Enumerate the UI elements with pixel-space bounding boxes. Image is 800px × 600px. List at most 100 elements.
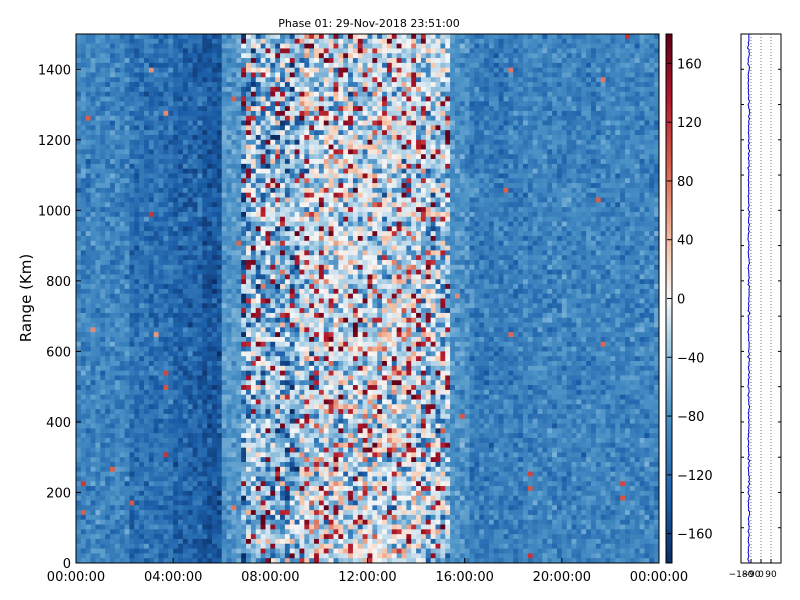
heatmap-cell (284, 231, 291, 237)
heatmap-cell (270, 385, 276, 391)
heatmap-cell (134, 365, 140, 372)
heatmap-cell (241, 187, 247, 194)
heatmap-cell (216, 548, 223, 554)
heatmap-cell (129, 260, 135, 266)
heatmap-cell (100, 558, 106, 564)
heatmap-cell (265, 356, 271, 362)
heatmap-cell (85, 558, 91, 564)
heatmap-cell (100, 327, 106, 333)
heatmap-cell (90, 332, 96, 338)
heatmap-cell (124, 221, 130, 227)
heatmap-cell (260, 514, 266, 521)
heatmap-cell (182, 168, 189, 174)
heatmap-cells (76, 34, 660, 564)
heatmap-cell (129, 173, 135, 179)
heatmap-cell (250, 245, 257, 251)
heatmap-cell (246, 332, 252, 338)
heatmap-cell (85, 101, 91, 107)
heatmap-cell (202, 308, 208, 314)
heatmap-cell (76, 524, 82, 530)
heatmap-cell (110, 58, 116, 64)
heatmap-cell (280, 245, 286, 251)
heatmap-cell (168, 361, 174, 367)
heatmap-cell (236, 178, 242, 184)
heatmap-cell (289, 385, 296, 391)
heatmap-cell (275, 365, 281, 372)
heatmap-cell (134, 447, 140, 453)
heatmap-cell (129, 226, 135, 232)
heatmap-cell (153, 38, 159, 45)
heatmap-cell (173, 471, 179, 477)
heatmap-cell (207, 53, 213, 59)
heatmap-cell (246, 53, 252, 59)
heatmap-cell (76, 510, 82, 516)
heatmap-cell (114, 423, 121, 429)
heatmap-cell (80, 500, 87, 506)
heatmap-cell (168, 192, 174, 198)
heatmap-cell (163, 336, 169, 343)
heatmap-cell (148, 486, 155, 492)
heatmap-cell (197, 260, 203, 266)
heatmap-cell (221, 356, 228, 362)
heatmap-cell (144, 139, 150, 146)
heatmap-cell (134, 476, 140, 482)
heatmap-cell (163, 418, 169, 424)
heatmap-cell (80, 106, 87, 112)
heatmap-cell (280, 91, 286, 97)
heatmap-cell (85, 115, 91, 121)
heatmap-cell (216, 495, 223, 501)
heatmap-cell (221, 418, 228, 424)
heatmap-cell (129, 471, 135, 477)
heatmap-cell (76, 409, 82, 415)
heatmap-cell (255, 168, 262, 174)
heatmap-cell (114, 82, 121, 88)
heatmap-cell (158, 327, 164, 333)
heatmap-cell (202, 62, 208, 69)
heatmap-cell (178, 134, 184, 141)
heatmap-cell (221, 332, 228, 338)
heatmap-cell (289, 500, 296, 506)
heatmap-cell (231, 144, 237, 150)
heatmap-cell (212, 442, 218, 448)
heatmap-cell (270, 351, 276, 357)
heatmap-cell (90, 510, 96, 516)
heatmap-cell (124, 187, 130, 194)
heatmap-cell (182, 534, 189, 540)
heatmap-cell (168, 77, 174, 83)
heatmap-cell (173, 361, 179, 367)
heatmap-cell (76, 125, 82, 131)
heatmap-cell (139, 418, 145, 424)
heatmap-cell (289, 308, 296, 314)
heatmap-cell (134, 471, 140, 477)
heatmap-cell (100, 240, 106, 246)
heatmap-cell (110, 110, 116, 117)
heatmap-cell (129, 207, 135, 213)
heatmap-cell (197, 428, 203, 434)
heatmap-cell (110, 534, 116, 540)
heatmap-cell (110, 284, 116, 290)
heatmap-cell (231, 466, 237, 473)
heatmap-cell (153, 466, 159, 473)
heatmap-cell (241, 72, 247, 78)
heatmap-cell (76, 505, 82, 511)
heatmap-cell (221, 558, 228, 564)
heatmap-cell (231, 207, 237, 213)
heatmap-cell (260, 192, 266, 198)
heatmap-cell (255, 380, 262, 386)
heatmap-cell (158, 308, 164, 314)
heatmap-cell (246, 500, 252, 506)
heatmap-cell (275, 260, 281, 266)
heatmap-cell (280, 34, 286, 40)
heatmap-cell (202, 115, 208, 121)
heatmap-cell (284, 457, 291, 463)
heatmap-cell (158, 505, 164, 511)
heatmap-cell (100, 399, 106, 405)
heatmap-cell (212, 187, 218, 194)
heatmap-cell (221, 413, 228, 420)
heatmap-cell (80, 543, 87, 549)
heatmap-cell (250, 433, 257, 439)
heatmap-cell (158, 389, 164, 396)
heatmap-cell (207, 38, 213, 45)
heatmap-cell (207, 163, 213, 170)
heatmap-cell (129, 110, 135, 117)
